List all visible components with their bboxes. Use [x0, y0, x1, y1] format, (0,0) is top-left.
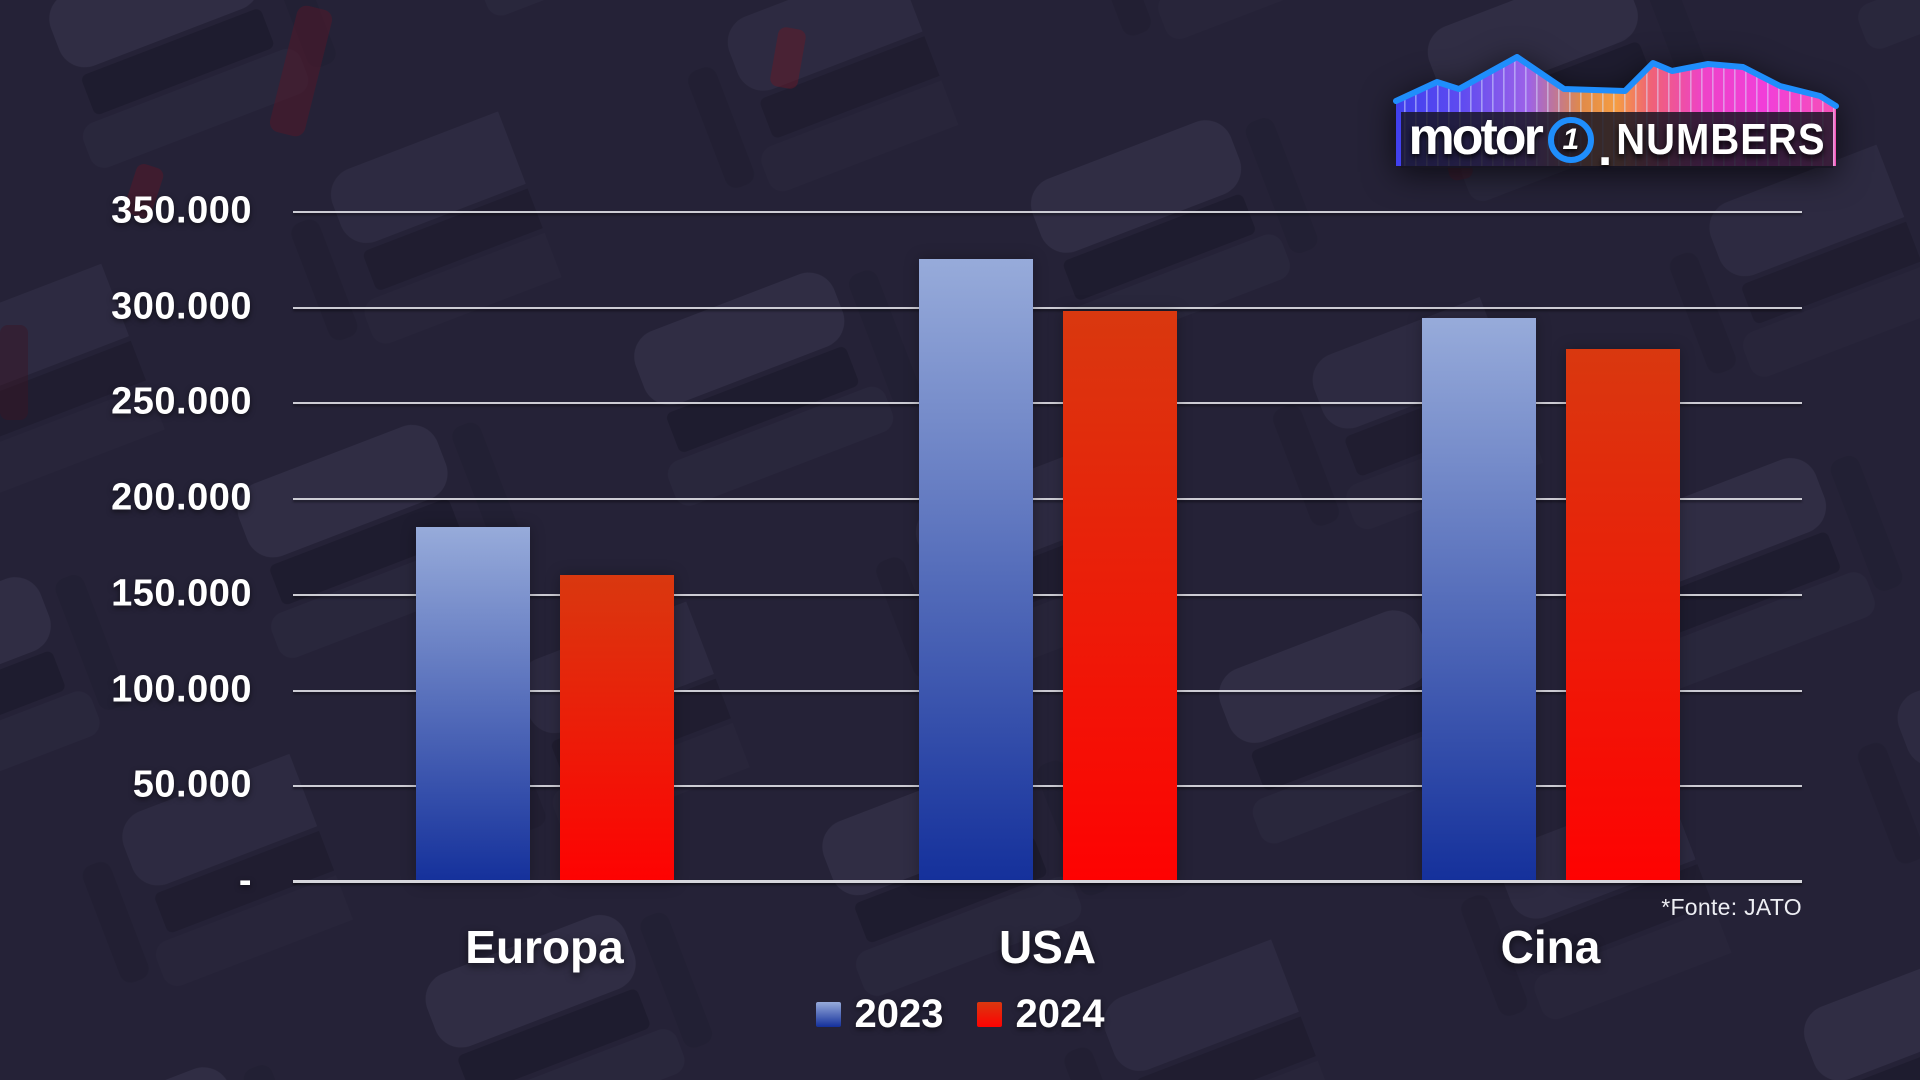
x-axis-line — [293, 880, 1802, 883]
logo-wordmark: motor 1 . NUMBERS — [1401, 108, 1833, 174]
logo-numbers-text: NUMBERS — [1616, 116, 1826, 164]
y-tick-label-350000: 350.000 — [111, 189, 252, 232]
gridline-200000 — [293, 498, 1802, 501]
gridline-50000 — [293, 785, 1802, 788]
logo-motor-text: motor — [1408, 108, 1543, 166]
bar-cina-2024 — [1565, 348, 1680, 883]
bar-europa-2023 — [415, 526, 530, 883]
x-label-usa: USA — [998, 921, 1097, 973]
y-tick-label-50000: 50.000 — [132, 763, 252, 806]
bar-europa-2024 — [559, 574, 674, 883]
bar-cina-2023 — [1421, 318, 1536, 883]
y-tick-label-200000: 200.000 — [111, 476, 252, 519]
gridline-150000 — [293, 593, 1802, 596]
legend-item-2023: 2023 — [815, 991, 944, 1037]
logo-number-one: 1 — [1562, 123, 1580, 156]
y-tick-label-250000: 250.000 — [111, 380, 252, 423]
legend-label-2024: 2024 — [1015, 991, 1105, 1036]
bar-usa-2023 — [918, 258, 1033, 883]
gridline-350000 — [293, 211, 1802, 213]
logo-dot: . — [1597, 119, 1613, 177]
legend: 2023 2024 — [0, 992, 1920, 1036]
logo-number-badge: 1 — [1547, 117, 1594, 163]
motor1-numbers-logo: motor 1 . NUMBERS — [1393, 44, 1839, 174]
legend-label-2023: 2023 — [854, 991, 944, 1036]
legend-item-2024: 2024 — [976, 991, 1105, 1037]
gridline-300000 — [293, 306, 1802, 309]
gridline-250000 — [293, 402, 1802, 405]
source-note: *Fonte: JATO — [1661, 894, 1802, 920]
x-label-europa: Europa — [465, 921, 624, 973]
bar-usa-2024 — [1062, 310, 1177, 883]
gridline-100000 — [293, 689, 1802, 692]
x-label-cina: Cina — [1500, 921, 1601, 973]
y-tick-label-0: - — [238, 859, 252, 902]
legend-swatch-2024 — [976, 1001, 1002, 1027]
y-tick-label-300000: 300.000 — [111, 285, 252, 328]
y-tick-label-150000: 150.000 — [111, 572, 252, 615]
y-tick-label-100000: 100.000 — [111, 668, 252, 711]
legend-swatch-2023 — [815, 1001, 841, 1027]
